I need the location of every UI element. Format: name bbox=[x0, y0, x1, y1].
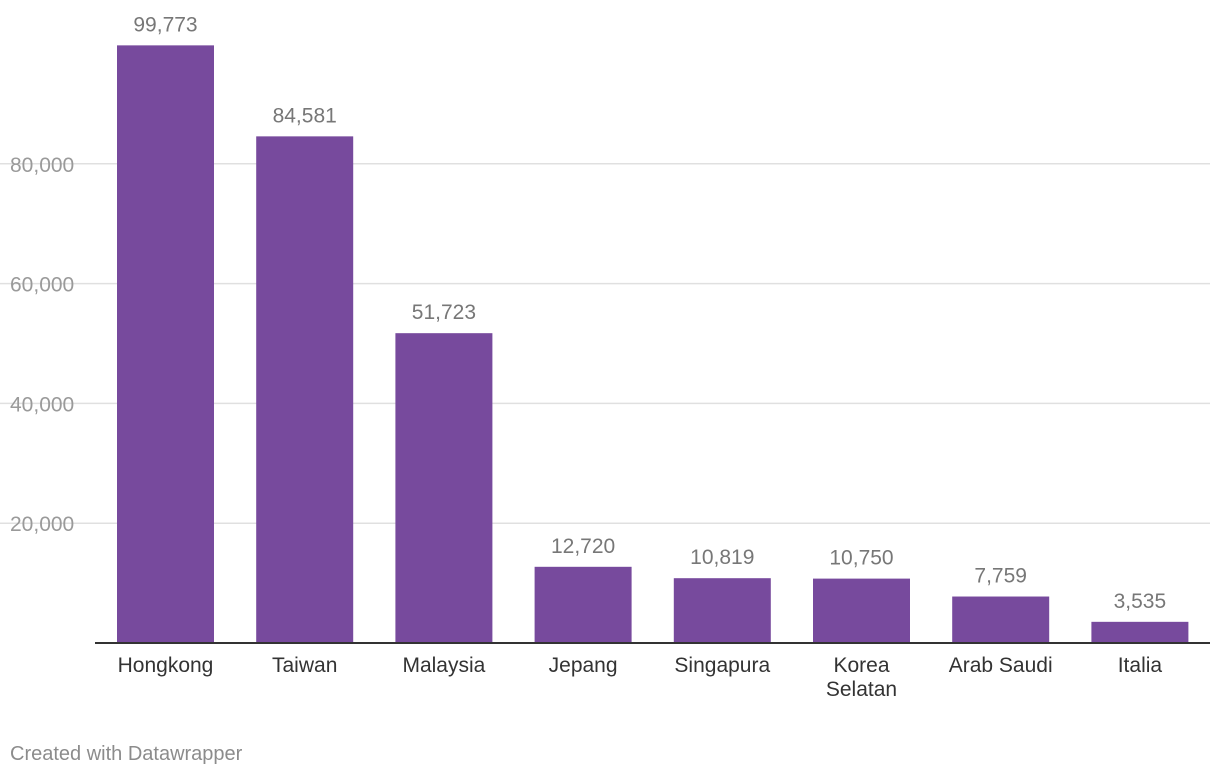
data-labels: 99,773 84,581 51,723 12,720 10,819 10,750 7,75… bbox=[133, 13, 1166, 612]
bar bbox=[952, 596, 1050, 643]
x-tick-label: Hongkong bbox=[118, 654, 214, 677]
bar bbox=[673, 578, 771, 643]
bar bbox=[395, 333, 493, 643]
data-label: 12,720 bbox=[551, 535, 615, 558]
bar bbox=[117, 45, 214, 643]
y-tick-label: 20,000 bbox=[10, 513, 74, 536]
x-tick-label: Italia bbox=[1118, 654, 1163, 677]
data-label: 99,773 bbox=[133, 13, 197, 36]
x-tick-label: Taiwan bbox=[272, 654, 337, 677]
data-label: 84,581 bbox=[273, 104, 337, 127]
y-axis-ticks: 20,000 40,000 60,000 80,000 bbox=[10, 154, 74, 536]
bar-chart: 20,000 40,000 60,000 80,000 99,773 84,581 51,… bbox=[0, 13, 1210, 701]
x-tick-label: Malaysia bbox=[402, 654, 485, 677]
datawrapper-credit: Created with Datawrapper bbox=[10, 743, 243, 765]
x-tick-label: Jepang bbox=[549, 654, 618, 677]
x-axis-ticks: Hongkong Taiwan Malaysia Jepang Singapura Kor… bbox=[118, 654, 1163, 701]
y-tick-label: 80,000 bbox=[10, 154, 74, 177]
data-label: 10,819 bbox=[690, 546, 754, 569]
x-tick-label: Korea Selatan bbox=[826, 654, 897, 701]
bar bbox=[534, 566, 632, 643]
data-label: 7,759 bbox=[974, 565, 1027, 588]
x-tick-label: Arab Saudi bbox=[949, 654, 1053, 677]
data-label: 51,723 bbox=[412, 301, 476, 324]
bars bbox=[117, 45, 1189, 644]
bar bbox=[813, 578, 910, 643]
y-tick-label: 40,000 bbox=[10, 393, 74, 416]
x-tick-label: Singapura bbox=[674, 654, 770, 677]
y-tick-label: 60,000 bbox=[10, 274, 74, 297]
data-label: 10,750 bbox=[829, 547, 893, 570]
bar bbox=[256, 136, 354, 644]
data-label: 3,535 bbox=[1114, 590, 1167, 613]
bar bbox=[1091, 621, 1189, 643]
